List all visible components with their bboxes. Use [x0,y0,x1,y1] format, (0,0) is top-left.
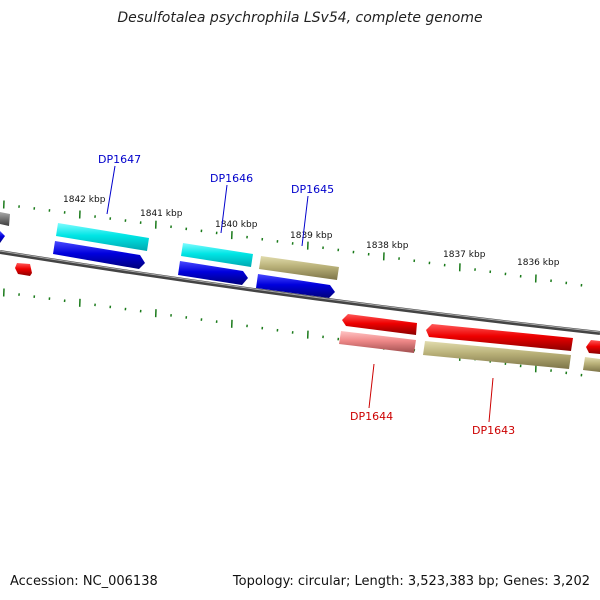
leader-dp1645 [301,195,309,247]
scale-label-1836: 1836 kbp [517,258,560,268]
gene-feature-blue-dp1645[interactable] [256,274,335,298]
gene-feature-olive-dp1645[interactable] [259,256,339,280]
gene-feature-blue-left[interactable] [0,231,5,243]
gene-feature-red-left[interactable] [15,263,32,276]
gene-feature-red-dp1644[interactable] [342,314,417,335]
upper-tick-row [2,200,583,287]
genome-backbone [0,250,600,335]
gene-feature-blue-dp1646[interactable] [178,261,248,285]
topology-summary: Topology: circular; Length: 3,523,383 bp… [232,574,590,589]
leader-dp1644 [368,363,375,409]
scale-label-1838: 1838 kbp [366,241,409,251]
scale-label-1839: 1839 kbp [290,231,333,241]
gene-feature-gray-left[interactable] [0,212,10,226]
gene-feature-olive-dp1643[interactable] [423,341,571,369]
gene-feature-red-right[interactable] [586,340,600,354]
scale-label-1841: 1841 kbp [140,209,183,219]
gene-feature-cyan-dp1646[interactable] [181,243,253,267]
scale-label-1842: 1842 kbp [63,195,106,205]
gene-label-dp1646[interactable]: DP1646 [210,172,253,185]
forward-features [0,212,339,298]
leader-dp1646 [220,184,228,234]
scale-labels: 1842 kbp 1841 kbp 1840 kbp 1839 kbp 1838… [63,195,560,268]
gene-label-dp1644[interactable]: DP1644 [350,410,393,423]
genome-backbone-highlight [0,250,600,333]
gene-feature-cyan-dp1647[interactable] [56,223,149,251]
gene-feature-red-dp1643[interactable] [426,324,573,351]
leader-dp1643 [488,377,494,423]
gene-feature-pink-dp1644[interactable] [339,331,416,353]
gene-feature-blue-dp1647[interactable] [53,241,145,269]
leader-dp1647 [106,165,116,215]
gene-label-dp1645[interactable]: DP1645 [291,183,334,196]
gene-leader-lines [106,165,494,423]
gene-labels: DP1647 DP1646 DP1645 DP1644 DP1643 [98,153,515,437]
gene-label-dp1643[interactable]: DP1643 [472,424,515,437]
gene-label-dp1647[interactable]: DP1647 [98,153,141,166]
map-title: Desulfotalea psychrophila LSv54, complet… [117,10,483,26]
scale-label-1837: 1837 kbp [443,250,486,260]
gene-feature-olive-right[interactable] [583,357,600,372]
accession-text: Accession: NC_006138 [10,574,158,589]
scale-label-1840: 1840 kbp [215,220,258,230]
reverse-features [339,314,600,372]
